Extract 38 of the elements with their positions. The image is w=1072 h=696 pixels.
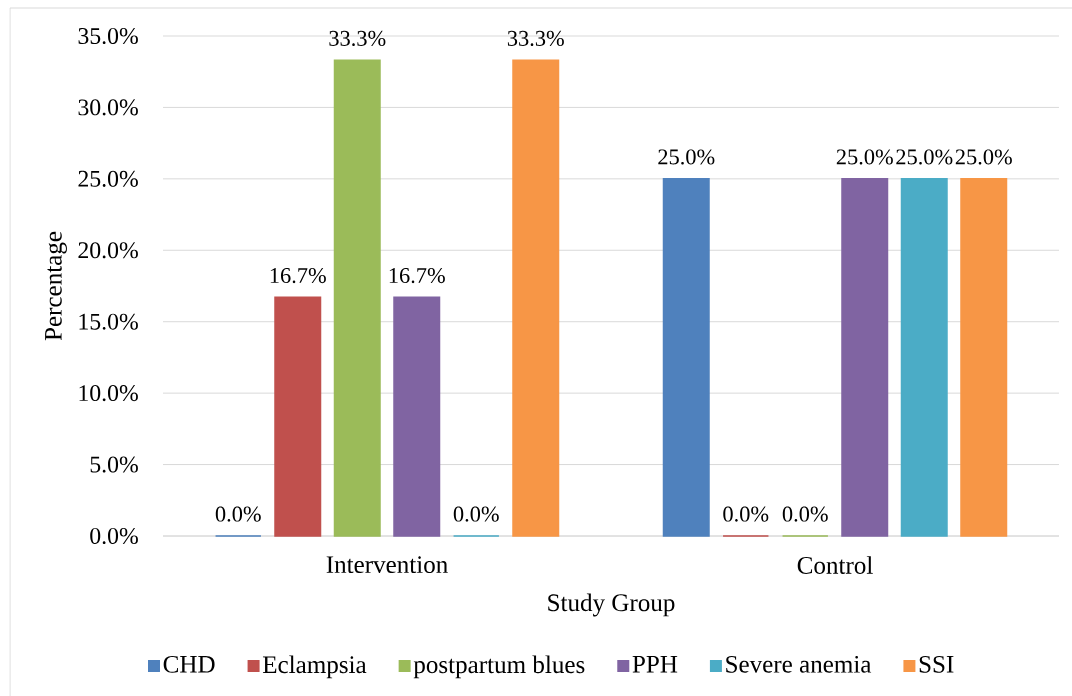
data-label: 33.3% [507, 30, 564, 47]
x-axis-title: Study Group [548, 593, 675, 617]
legend-label: CHD [163, 655, 215, 673]
y-tick-label: 5.0% [90, 456, 138, 473]
y-tick-label: 10.0% [79, 385, 138, 402]
bar [662, 178, 710, 537]
legend-label: Eclampsia [262, 655, 367, 679]
y-tick-label: 30.0% [78, 99, 138, 116]
x-tick-label: Intervention [326, 556, 448, 574]
data-label: 0.0% [453, 506, 499, 522]
data-label: 25.0% [658, 149, 715, 165]
bar [900, 178, 948, 537]
x-tick-label: Control [797, 556, 873, 574]
data-label: 16.7% [270, 267, 326, 284]
data-label: 25.0% [836, 149, 893, 165]
data-label: 33.3% [329, 30, 386, 47]
data-label: 0.0% [723, 506, 769, 522]
bar [841, 178, 889, 537]
bar [333, 59, 381, 537]
y-tick-label: 15.0% [79, 313, 138, 330]
data-label: 25.0% [955, 149, 1012, 165]
y-tick-label: 25.0% [78, 170, 138, 187]
data-label: 25.0% [896, 149, 953, 165]
bar [512, 59, 560, 537]
y-axis-title: Percentage [45, 231, 67, 341]
data-label: 0.0% [215, 506, 261, 522]
legend-label: SSI [919, 655, 954, 673]
y-tick-label: 20.0% [78, 242, 138, 259]
data-label: 16.7% [389, 267, 445, 284]
legend-label: Severe anemia [726, 655, 872, 673]
data-label: 0.0% [782, 506, 828, 522]
bar [274, 296, 322, 537]
legend-label: PPH [632, 656, 678, 673]
y-tick-label: 35.0% [78, 27, 138, 45]
y-tick-label: 0.0% [90, 527, 138, 545]
bar [960, 178, 1008, 537]
bar [393, 296, 441, 537]
legend-label: postpartum blues [413, 655, 585, 679]
